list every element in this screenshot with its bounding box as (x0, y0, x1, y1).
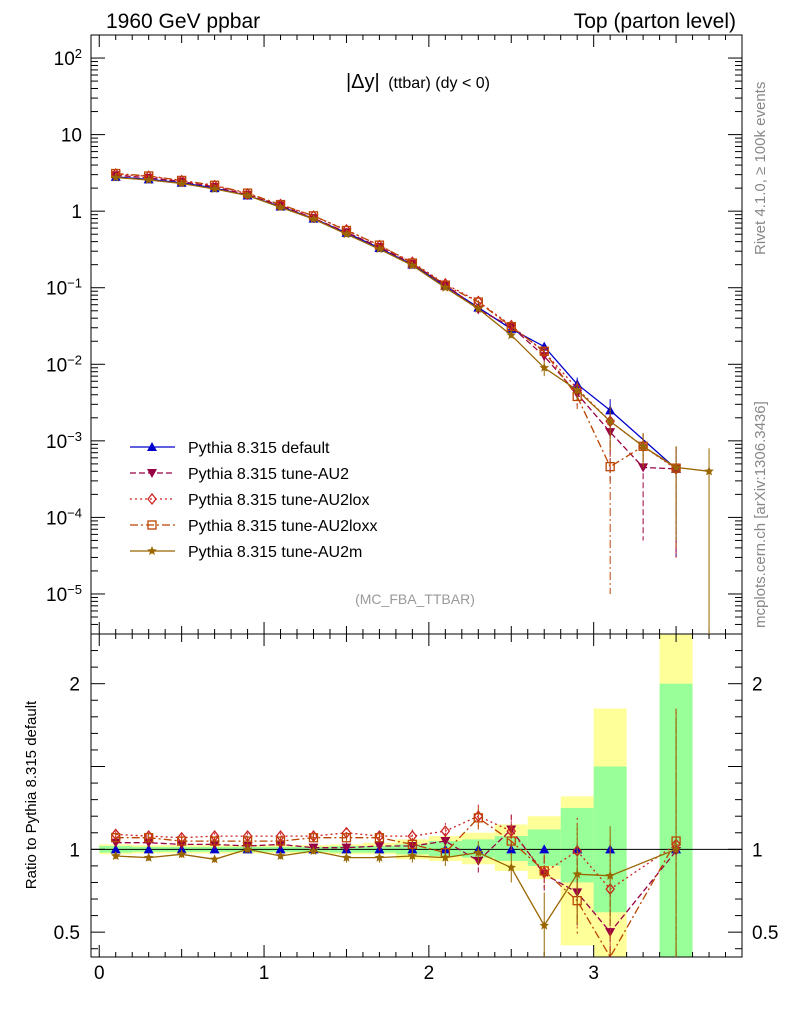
series-line (115, 173, 677, 470)
marker-square (539, 866, 549, 876)
plot-title-sub: (ttbar) (dy < 0) (388, 75, 490, 92)
marker-square (605, 462, 615, 472)
marker-triangle-down (147, 469, 157, 478)
legend-label: Pythia 8.315 tune-AU2lox (188, 492, 369, 509)
marker-diamond (143, 830, 154, 843)
header-left: 1960 GeV ppbar (106, 10, 260, 33)
marker-square (473, 813, 483, 823)
plot-title: |Δy| (ttbar) (dy < 0) (346, 71, 490, 93)
marker-diamond (147, 492, 157, 506)
side-label-version: Rivet 4.1.0, ≥ 100k events (752, 82, 769, 255)
y-tick-label-main: 10−1 (46, 275, 82, 300)
legend: Pythia 8.315 default Pythia 8.315 tune-AU… (130, 440, 377, 561)
series-line (115, 174, 677, 470)
y-tick-label-main: 102 (54, 46, 82, 71)
marker-square (147, 520, 157, 530)
y-tick-label-main: 10−5 (46, 581, 82, 606)
marker-diamond (308, 830, 319, 843)
marker-star (671, 844, 681, 854)
ratio-series-line (115, 828, 677, 934)
legend-label: Pythia 8.315 default (188, 440, 330, 457)
marker-diamond (473, 810, 484, 823)
x-tick-label: 1 (259, 963, 270, 984)
marker-diamond (506, 825, 517, 838)
marker-diamond (440, 825, 451, 838)
series-main-5 (111, 172, 714, 634)
y-tick-label-ratio: 2 (69, 675, 80, 696)
y-tick-label-ratio-right: 2 (752, 675, 763, 696)
ratio-plot-layer (91, 634, 742, 957)
x-tick-label: 0 (94, 963, 105, 984)
marker-triangle-down (440, 837, 451, 847)
ratio-series-line (115, 848, 677, 927)
marker-diamond (374, 830, 385, 843)
y-tick-label-main: 10−2 (46, 352, 82, 377)
header-right: Top (parton level) (574, 10, 736, 33)
y-tick-label-main: 10 (61, 126, 82, 147)
marker-square (539, 346, 549, 356)
x-tick-label: 3 (588, 963, 599, 984)
y-tick-label-ratio: 1 (69, 840, 80, 861)
y-tick-label-ratio-right: 1 (752, 840, 763, 861)
marker-triangle-up (147, 442, 157, 451)
legend-item-1: Pythia 8.315 default (130, 440, 330, 457)
legend-item-3: Pythia 8.315 tune-AU2lox (130, 492, 369, 509)
marker-square (506, 836, 516, 846)
marker-triangle-up (539, 844, 550, 854)
plot-title-main: |Δy| (346, 71, 380, 93)
legend-label: Pythia 8.315 tune-AU2m (188, 544, 362, 561)
ratio-y-label: Ratio to Pythia 8.315 default (23, 700, 40, 889)
analysis-tag: (MC_FBA_TTBAR) (355, 591, 475, 607)
x-tick-label: 2 (424, 963, 435, 984)
series-line (115, 172, 677, 469)
legend-item-4: Pythia 8.315 tune-AU2loxx (130, 518, 377, 535)
marker-diamond (539, 345, 550, 358)
marker-triangle-up (143, 844, 154, 854)
legend-item-2: Pythia 8.315 tune-AU2 (130, 466, 349, 483)
y-tick-label-ratio-right: 0.5 (752, 923, 778, 944)
y-tick-label-ratio: 0.5 (54, 923, 80, 944)
marker-star (147, 546, 157, 555)
legend-label: Pythia 8.315 tune-AU2loxx (188, 518, 377, 535)
series-line (115, 176, 710, 472)
series-line (115, 176, 677, 470)
marker-square (407, 839, 418, 850)
side-label-source: mcplots.cern.ch [arXiv:1306.3436] (752, 401, 769, 628)
y-tick-label-main: 1 (71, 202, 82, 223)
marker-triangle-down (341, 843, 352, 853)
marker-triangle-up (110, 844, 121, 854)
legend-label: Pythia 8.315 tune-AU2 (188, 466, 349, 483)
series-ratio-5 (111, 716, 681, 957)
y-tick-label-main: 10−3 (46, 428, 82, 453)
ratio-plot-frame (90, 633, 743, 958)
y-tick-label-main: 10−4 (46, 505, 82, 530)
legend-item-5: Pythia 8.315 tune-AU2m (130, 544, 362, 561)
plot-frames (90, 34, 743, 958)
series-layer (110, 168, 714, 959)
